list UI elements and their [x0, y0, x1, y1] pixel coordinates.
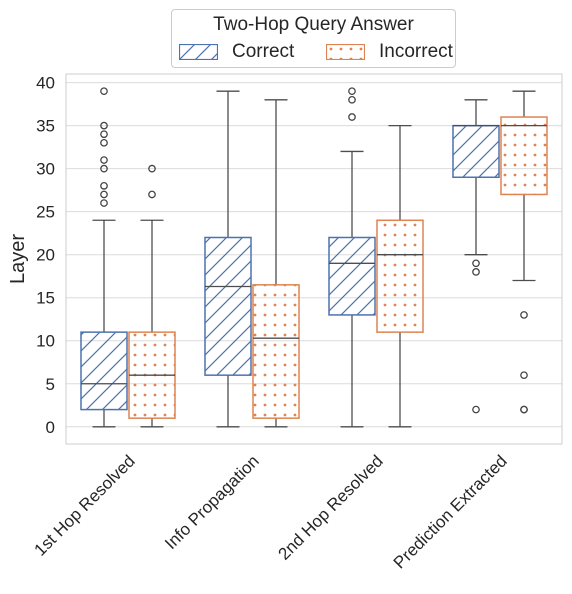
outlier-incorrect-0-0 [148, 190, 156, 199]
outlier-correct-3-1 [472, 268, 480, 276]
x-tick-label-0: 1st Hop Resolved [31, 451, 139, 559]
plot-frame [65, 73, 563, 445]
outlier-incorrect-3-2 [520, 371, 528, 380]
y-tick-label-15: 15 [36, 289, 55, 308]
outlier-correct-0-1 [100, 190, 108, 199]
box-incorrect-1 [252, 99, 300, 428]
box-body-incorrect-1 [252, 284, 300, 419]
box-body-correct-0 [80, 331, 128, 411]
outlier-correct-2-0 [348, 113, 356, 121]
box-incorrect-3 [500, 90, 548, 414]
box-correct-0 [80, 87, 128, 428]
y-tick-label-30: 30 [36, 160, 55, 179]
legend: Two-Hop Query Answer Correct Incorrect [171, 9, 456, 68]
outlier-correct-2-2 [348, 87, 356, 96]
y-tick-labels: 0 5 10 15 20 25 30 35 40 [36, 74, 55, 437]
y-tick-label-35: 35 [36, 117, 55, 136]
y-tick-label-25: 25 [36, 203, 55, 222]
outlier-correct-0-2 [100, 182, 108, 190]
outlier-incorrect-3-1 [520, 405, 528, 414]
box-body-incorrect-3 [500, 116, 548, 196]
box-body-correct-1 [204, 236, 252, 376]
outlier-correct-0-7 [100, 121, 108, 130]
legend-item-incorrect: Incorrect [326, 41, 453, 63]
outlier-incorrect-0-1 [148, 164, 156, 173]
box-body-correct-2 [328, 236, 376, 316]
outlier-correct-3-0 [472, 405, 480, 414]
box-body-incorrect-2 [376, 219, 424, 333]
x-tick-label-1: Info Propagation [161, 451, 263, 553]
box-correct-2 [328, 87, 376, 428]
box-correct-1 [204, 90, 252, 428]
outlier-correct-0-5 [100, 138, 108, 147]
legend-title: Two-Hop Query Answer [213, 14, 414, 35]
outlier-correct-0-8 [100, 87, 108, 96]
outlier-correct-3-2 [472, 259, 480, 268]
x-tick-labels: 1st Hop Resolved Info Propagation 2nd Hop … [31, 451, 511, 572]
y-axis-label: Layer [7, 234, 29, 284]
x-tick-label-3: Prediction Extracted [390, 451, 511, 572]
box-body-correct-3 [452, 124, 500, 179]
boxes [80, 87, 548, 428]
outlier-incorrect-3-3 [520, 311, 528, 319]
legend-label-correct: Correct [232, 41, 295, 62]
y-tick-label-20: 20 [36, 246, 55, 265]
y-tick-label-5: 5 [46, 375, 55, 394]
outlier-correct-2-1 [348, 95, 356, 104]
box-incorrect-0 [128, 164, 176, 428]
legend-label-incorrect: Incorrect [379, 41, 453, 62]
legend-swatch-incorrect [326, 44, 365, 60]
legend-swatch-correct [179, 44, 218, 60]
outlier-correct-0-6 [100, 130, 108, 139]
outlier-correct-0-0 [100, 199, 108, 207]
box-incorrect-2 [376, 124, 424, 428]
outlier-correct-0-4 [100, 156, 108, 164]
y-tick-label-10: 10 [36, 332, 55, 351]
outlier-correct-0-3 [100, 164, 108, 173]
y-tick-label-40: 40 [36, 74, 55, 93]
box-correct-3 [452, 99, 500, 414]
x-tick-label-2: 2nd Hop Resolved [274, 451, 386, 563]
legend-item-correct: Correct [179, 41, 294, 63]
y-tick-label-0: 0 [46, 418, 55, 437]
